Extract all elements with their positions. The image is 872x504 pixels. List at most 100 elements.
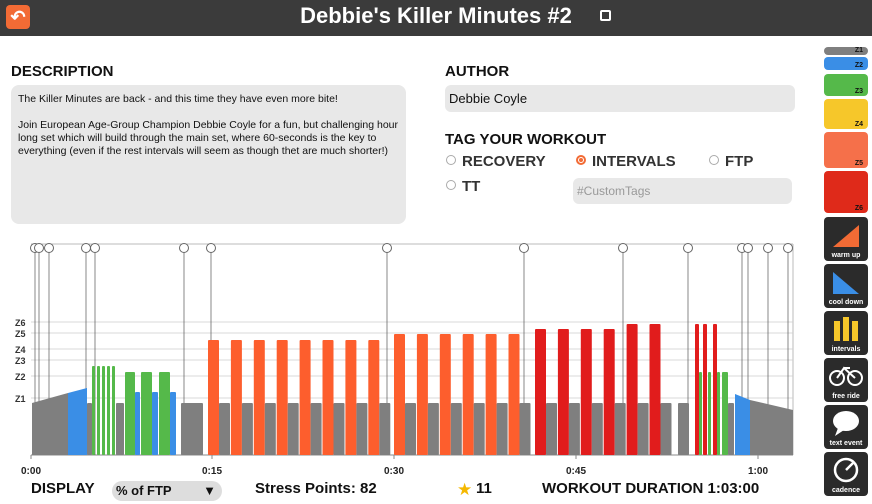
interval-block[interactable] (535, 329, 546, 455)
interval-block[interactable] (322, 340, 334, 455)
recovery-block[interactable] (450, 403, 462, 455)
recovery-block[interactable] (473, 403, 485, 455)
text-event-marker-icon[interactable] (206, 243, 216, 253)
interval-block[interactable] (416, 334, 428, 455)
recovery-block[interactable] (637, 403, 649, 455)
warmup-block[interactable] (68, 388, 87, 455)
interval-block[interactable] (299, 340, 311, 455)
text-event-marker-icon[interactable] (763, 243, 773, 253)
description-textarea[interactable]: The Killer Minutes are back - and this t… (11, 85, 406, 224)
text-event-marker-icon[interactable] (44, 243, 54, 253)
intervals-button[interactable]: intervals (824, 311, 868, 355)
recovery-block[interactable] (614, 403, 626, 455)
cooldown-block[interactable] (735, 394, 750, 455)
workout-block[interactable] (170, 392, 176, 455)
interval-block[interactable] (439, 334, 451, 455)
free-ride-button[interactable]: free ride (824, 358, 868, 402)
tag-option-tt[interactable]: TT (446, 178, 480, 195)
interval-block[interactable] (368, 340, 380, 455)
tag-option-ftp[interactable]: FTP (709, 153, 753, 170)
interval-block[interactable] (580, 329, 592, 455)
back-arrow-icon[interactable]: ↶ (6, 5, 30, 29)
text-event-marker-icon[interactable] (81, 243, 91, 253)
custom-tags-input[interactable]: #CustomTags (573, 178, 792, 204)
workout-block[interactable] (135, 392, 140, 455)
interval-block[interactable] (626, 324, 638, 455)
zone-z4-button[interactable]: Z4 (824, 99, 868, 129)
workout-block[interactable] (116, 403, 124, 455)
text-event-button[interactable]: text event (824, 405, 868, 449)
interval-block[interactable] (230, 340, 242, 455)
text-event-marker-icon[interactable] (683, 243, 693, 253)
workout-block[interactable] (152, 392, 158, 455)
interval-block[interactable] (125, 372, 135, 455)
text-event-marker-icon[interactable] (34, 243, 44, 253)
zone-z3-button[interactable]: Z3 (824, 74, 868, 96)
interval-block[interactable] (703, 324, 707, 455)
interval-block[interactable] (97, 366, 100, 455)
recovery-block[interactable] (356, 403, 368, 455)
interval-block[interactable] (708, 372, 711, 455)
interval-block[interactable] (649, 324, 661, 455)
interval-block[interactable] (345, 340, 357, 455)
workout-block[interactable] (728, 403, 734, 455)
edit-icon[interactable] (600, 10, 611, 21)
interval-block[interactable] (722, 372, 728, 455)
warm-up-button[interactable]: warm up (824, 217, 868, 261)
recovery-block[interactable] (310, 403, 322, 455)
interval-block[interactable] (557, 329, 569, 455)
interval-block[interactable] (92, 366, 95, 455)
interval-block[interactable] (112, 366, 115, 455)
cadence-button[interactable]: cadence (824, 452, 868, 496)
recovery-block[interactable] (264, 403, 276, 455)
workout-blocks[interactable] (32, 324, 793, 455)
recovery-block[interactable] (427, 403, 439, 455)
recovery-block[interactable] (405, 403, 416, 455)
tag-option-intervals[interactable]: INTERVALS (576, 153, 676, 170)
interval-block[interactable] (208, 340, 219, 455)
recovery-block[interactable] (591, 403, 603, 455)
interval-block[interactable] (276, 340, 288, 455)
interval-block[interactable] (717, 372, 720, 455)
recovery-block[interactable] (660, 403, 672, 455)
cooldown-block[interactable] (750, 400, 793, 455)
interval-block[interactable] (695, 324, 699, 455)
interval-block[interactable] (159, 372, 170, 455)
interval-block[interactable] (394, 334, 405, 455)
text-event-marker-icon[interactable] (90, 243, 100, 253)
zone-z6-button[interactable]: Z6 (824, 171, 868, 213)
recovery-block[interactable] (519, 403, 531, 455)
cool-down-button[interactable]: cool down (824, 264, 868, 308)
workout-block[interactable] (181, 403, 203, 455)
text-event-marker-icon[interactable] (382, 243, 392, 253)
interval-block[interactable] (485, 334, 497, 455)
text-event-marker-icon[interactable] (179, 243, 189, 253)
workout-block[interactable] (87, 403, 92, 455)
zone-z5-button[interactable]: Z5 (824, 132, 868, 168)
interval-block[interactable] (107, 366, 110, 455)
recovery-block[interactable] (219, 403, 230, 455)
text-event-marker-icon[interactable] (519, 243, 529, 253)
text-event-marker-icon[interactable] (743, 243, 753, 253)
recovery-block[interactable] (568, 403, 580, 455)
interval-block[interactable] (713, 324, 717, 455)
interval-block[interactable] (102, 366, 105, 455)
recovery-block[interactable] (546, 403, 557, 455)
text-event-marker-icon[interactable] (783, 243, 793, 253)
author-field[interactable]: Debbie Coyle (445, 85, 795, 112)
zone-z2-button[interactable]: Z2 (824, 57, 868, 70)
recovery-block[interactable] (287, 403, 299, 455)
interval-block[interactable] (699, 372, 702, 455)
interval-block[interactable] (508, 334, 520, 455)
display-select[interactable]: % of FTP ▼ (112, 481, 222, 501)
warmup-block[interactable] (32, 393, 68, 455)
recovery-block[interactable] (678, 403, 689, 455)
zone-z1-button[interactable]: Z1 (824, 47, 868, 55)
recovery-block[interactable] (496, 403, 508, 455)
recovery-block[interactable] (333, 403, 345, 455)
recovery-block[interactable] (379, 403, 391, 455)
interval-block[interactable] (462, 334, 474, 455)
text-event-marker-icon[interactable] (618, 243, 628, 253)
recovery-block[interactable] (241, 403, 253, 455)
